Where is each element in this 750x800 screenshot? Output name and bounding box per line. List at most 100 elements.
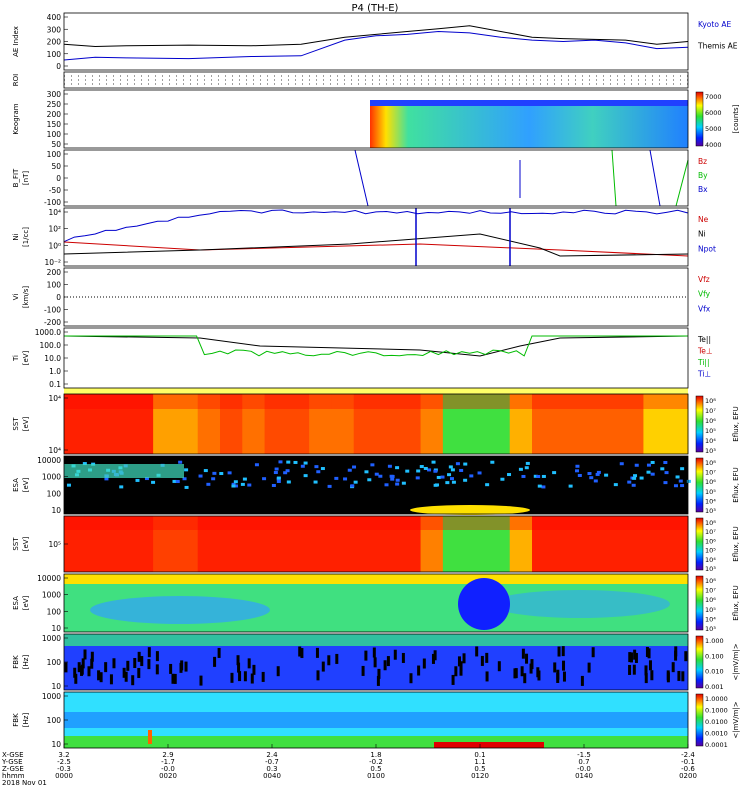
fbk-e-gap: [173, 673, 177, 684]
esa-e-pixel: [182, 477, 187, 481]
fbk-e-gap: [431, 653, 435, 664]
fbk-e-gap: [372, 647, 376, 658]
legend-entry: Bx: [698, 185, 708, 194]
fbk-e-gap: [376, 675, 380, 686]
esa-e-pixel: [447, 473, 452, 477]
esa-e-pixel: [451, 480, 456, 484]
fbk-e-gap: [485, 652, 489, 663]
keogram-image: [370, 100, 688, 148]
esa-i-center: [458, 578, 510, 630]
esa-e-pixel: [459, 468, 464, 472]
esa-e-pixel: [314, 465, 319, 469]
esa-e-pixel: [242, 477, 247, 481]
esa-e-pixel: [283, 471, 288, 475]
esa-e-pixel: [463, 462, 468, 466]
colorbar: [695, 395, 704, 453]
yunit-esa_e: [eV]: [22, 477, 30, 492]
fbk-e-top: [64, 634, 688, 646]
by-trace: [675, 159, 689, 207]
ne-trace: [63, 241, 689, 257]
fbk-e-gap: [525, 653, 529, 664]
colorbar-tick: 10⁴: [705, 497, 716, 505]
colorbar: [695, 517, 704, 571]
ytick-label: 10⁴: [48, 446, 61, 455]
ytick-label: 10⁴: [48, 394, 61, 403]
ytick-label: 10.0: [44, 354, 61, 363]
esa-e-pixel: [231, 484, 236, 488]
ytick-label: 1000: [42, 634, 61, 643]
keogram-nodata: [64, 90, 370, 148]
esa-e-pixel: [82, 462, 87, 466]
esa-e-pixel: [271, 483, 276, 487]
colorbar: [695, 635, 704, 689]
esa-e-pixel: [680, 467, 685, 471]
fbk-e-gap: [648, 660, 652, 671]
esa-e-pixel: [634, 463, 639, 467]
xtick-label: 1.1: [474, 758, 485, 766]
panel-roi: ROI: [12, 71, 689, 89]
xtick-label: 0.3: [266, 765, 277, 773]
ytick-label: 10: [51, 506, 61, 515]
ytick-label: 100: [47, 281, 62, 290]
legend-entry: Ti||: [697, 358, 710, 367]
heatmap-cell: [242, 516, 266, 572]
esa-i-blob: [90, 596, 270, 624]
heatmap-cell: [331, 516, 355, 572]
ytick-label: 10⁰: [48, 241, 61, 250]
fbk-e-gap: [133, 658, 137, 669]
heatmap-cell: [554, 516, 578, 572]
fbk-e-gap: [373, 657, 377, 668]
fbk-e-gap: [536, 667, 540, 678]
colorbar-tick: 10⁵: [705, 488, 716, 496]
ytick-label: 200: [47, 268, 62, 277]
heatmap-cell: [197, 516, 221, 572]
panel-frame: [63, 89, 689, 149]
fbk-e-gap: [87, 666, 91, 677]
ytick-label: 10: [51, 740, 61, 749]
xtick-label: 0.1: [474, 751, 485, 759]
fbk-e-gap: [386, 656, 390, 667]
npot-trace: [63, 209, 689, 243]
heatmap-cell: [242, 394, 266, 454]
ytick-label: 100: [47, 489, 62, 498]
ytick-label: 300: [47, 90, 62, 99]
xtick-label: -0.1: [681, 758, 695, 766]
esa-e-pixel: [151, 480, 156, 484]
esa-e-pixel: [104, 477, 109, 481]
panel-bfit: B_FIT [nT] 100 50 0 -50 -100 Bz By Bx: [12, 149, 708, 207]
colorbar-tick: 0.100: [705, 652, 724, 660]
panel-frame: [63, 207, 689, 267]
fbk-e-gap: [243, 671, 247, 682]
fbk-e-gap: [184, 661, 188, 672]
ytick-label: 10: [51, 624, 61, 633]
xaxis-row-label: hhmm: [2, 772, 25, 780]
colorbar-tick: 10⁶: [705, 478, 716, 486]
esa-e-pixel: [575, 469, 580, 473]
colorbar-tick: 10⁵: [705, 427, 716, 435]
esa-e-pixel: [490, 460, 495, 464]
yunit-sst_i: [eV]: [22, 536, 30, 551]
esa-e-pixel: [521, 474, 526, 478]
panel-frame: [63, 455, 689, 515]
fbk-e-gap: [521, 648, 525, 659]
esa-e-pixel: [500, 477, 505, 481]
esa-e-pixel: [198, 474, 203, 478]
xtick-label: -0.3: [57, 765, 71, 773]
xtick-label: 0100: [367, 772, 385, 780]
ytick-label: 200: [47, 38, 62, 47]
fbk-e-gap: [237, 662, 241, 673]
esa-e-pixel: [673, 484, 678, 488]
esa-e-pixel: [370, 463, 375, 467]
fbk-e-gap: [513, 668, 517, 679]
heatmap-cell: [621, 516, 644, 572]
esa-e-pixel: [303, 474, 308, 478]
heatmap-cell: [130, 516, 154, 572]
fbk-e-gap: [155, 664, 159, 675]
fbk-e-gap: [422, 658, 426, 669]
fbk-e-gap: [213, 656, 217, 667]
esa-e-pixel: [450, 468, 455, 472]
xtick-label: 0200: [679, 772, 697, 780]
esa-e-pixel: [343, 477, 348, 481]
esa-e-pixel: [435, 483, 440, 487]
colorbar-tick: 4000: [705, 141, 722, 149]
